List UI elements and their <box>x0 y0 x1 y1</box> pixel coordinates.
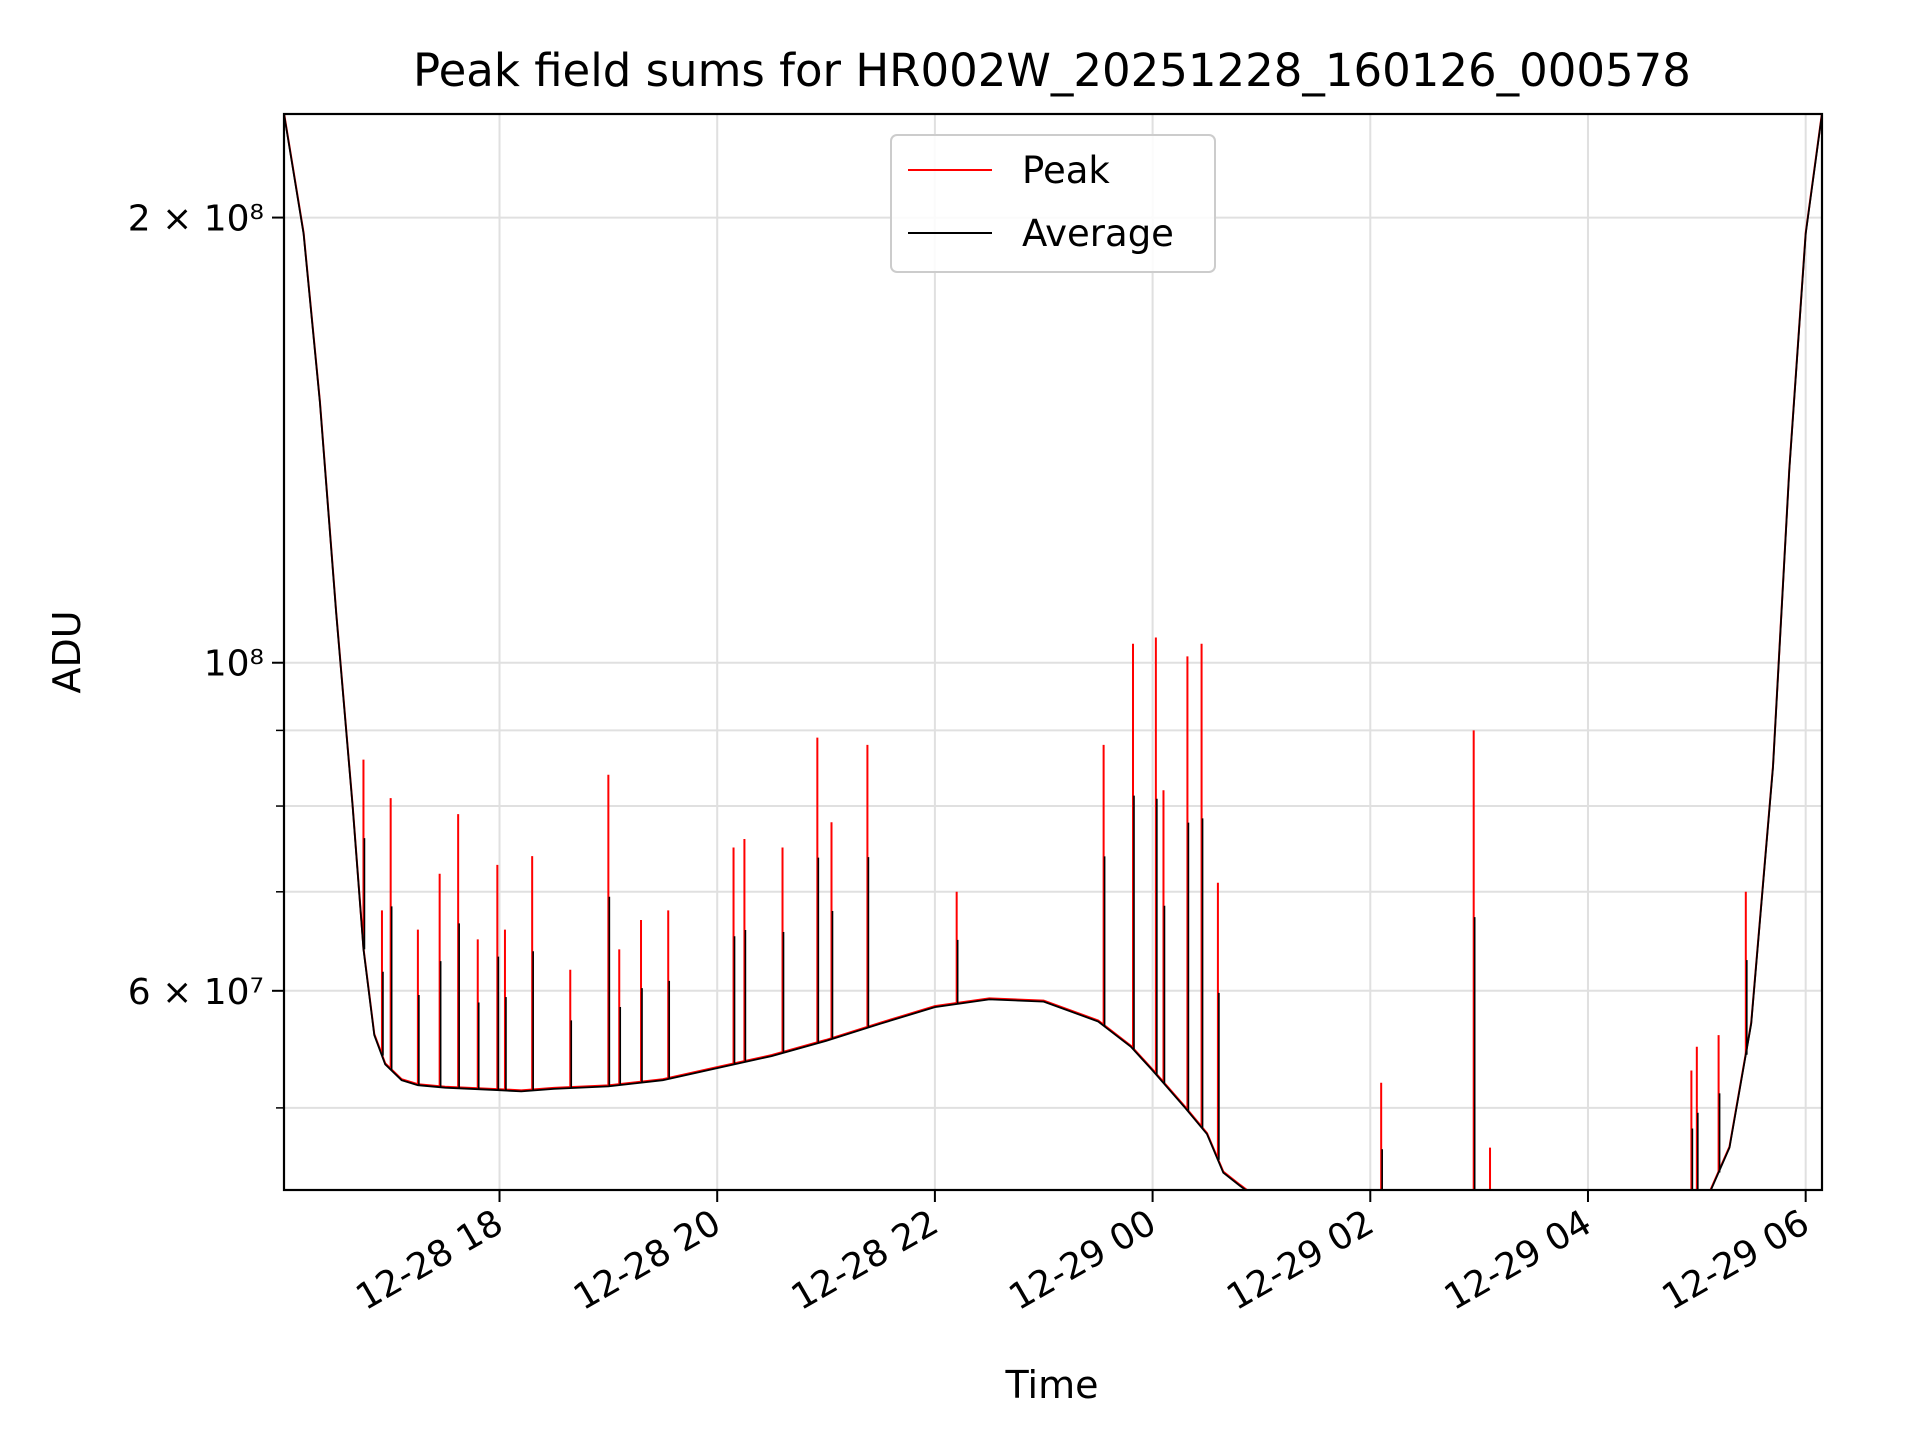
x-tick-label: 12-29 00 <box>1002 1202 1163 1318</box>
grid <box>284 114 1822 1190</box>
x-tick-label: 12-28 18 <box>349 1202 510 1318</box>
x-tick-label: 12-29 02 <box>1220 1202 1381 1318</box>
y-tick-label: 2 × 10⁸ <box>128 199 264 240</box>
x-tick-label: 12-29 06 <box>1655 1202 1816 1318</box>
x-tick-label: 12-29 04 <box>1438 1202 1599 1318</box>
plot-area <box>284 114 1822 1190</box>
y-tick-label: 6 × 10⁷ <box>128 972 264 1013</box>
peak-line <box>284 114 1822 1190</box>
x-tick-label: 12-28 20 <box>567 1202 728 1318</box>
x-axis-label: Time <box>1005 1363 1099 1407</box>
x-axis-ticks: 12-28 18 12-28 20 12-28 22 12-29 00 12-29 02… <box>349 1190 1816 1319</box>
legend: Peak Average <box>890 134 1216 273</box>
y-tick-label: 10⁸ <box>204 644 264 685</box>
legend-label-average: Average <box>1022 212 1174 255</box>
y-axis-label: ADU <box>45 610 89 693</box>
legend-label-peak: Peak <box>1022 149 1110 192</box>
axes-frame <box>282 112 1824 1192</box>
x-tick-label: 12-28 22 <box>785 1202 946 1318</box>
y-axis-ticks: 2 × 10⁸ 10⁸ 6 × 10⁷ <box>128 199 284 1109</box>
chart-title: Peak field sums for HR002W_20251228_1601… <box>413 44 1691 97</box>
average-line <box>284 114 1822 1190</box>
